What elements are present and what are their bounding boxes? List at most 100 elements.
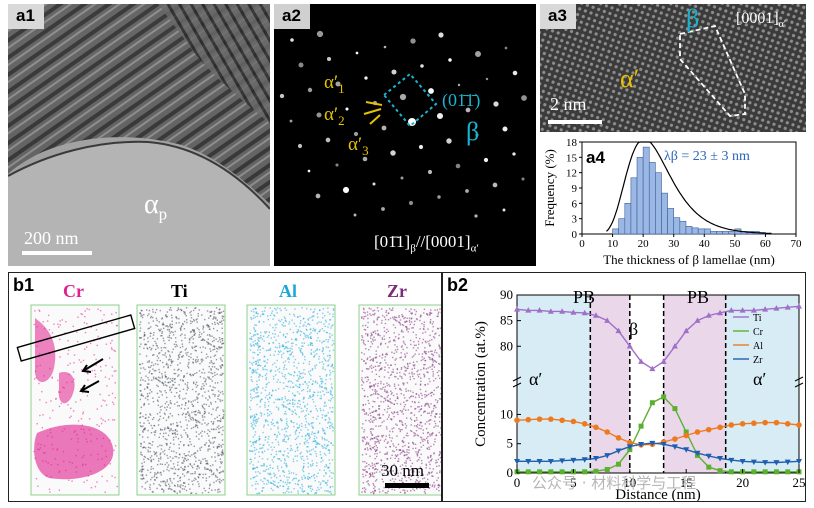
atom-point xyxy=(100,417,102,420)
atom-point xyxy=(157,445,159,448)
atom-point xyxy=(264,331,266,333)
atom-point xyxy=(362,482,365,484)
x-tick-label: 20 xyxy=(736,475,749,490)
atom-point xyxy=(374,393,377,395)
atom-point xyxy=(169,446,171,449)
atom-point xyxy=(307,422,310,425)
atom-point xyxy=(305,420,308,423)
atom-point xyxy=(374,378,376,381)
atom-point xyxy=(370,367,373,369)
atom-point xyxy=(221,390,224,393)
atom-point xyxy=(383,462,386,465)
atom-point xyxy=(198,334,201,336)
atom-point xyxy=(322,428,324,431)
atom-point xyxy=(94,373,97,376)
atom-point xyxy=(212,446,215,448)
diffraction-spot xyxy=(504,46,508,50)
data-point xyxy=(604,429,611,435)
atom-point xyxy=(174,432,176,434)
atom-point xyxy=(260,331,262,334)
atom-point xyxy=(424,488,426,491)
atom-point xyxy=(266,369,268,371)
atom-point xyxy=(269,349,272,351)
atom-point xyxy=(436,371,439,374)
atom-point xyxy=(390,373,393,376)
atom-point xyxy=(172,380,174,382)
atom-point xyxy=(216,469,219,472)
atom-point xyxy=(152,308,154,311)
atom-point xyxy=(434,377,437,380)
atom-point xyxy=(147,395,149,397)
atom-point xyxy=(361,377,363,379)
atom-point xyxy=(377,440,379,443)
atom-point xyxy=(325,471,327,474)
atom-point xyxy=(258,451,260,453)
atom-point xyxy=(196,468,198,470)
atom-point xyxy=(168,381,170,384)
atom-point xyxy=(426,447,428,449)
atom-point xyxy=(161,330,164,333)
atom-point xyxy=(146,387,149,389)
atom-point xyxy=(113,349,115,352)
atom-point xyxy=(204,443,206,446)
atom-point xyxy=(143,338,145,341)
atom-point xyxy=(218,394,220,396)
atom-point xyxy=(151,476,153,479)
atom-point xyxy=(302,362,305,365)
atom-point xyxy=(250,338,253,340)
atom-point xyxy=(439,452,441,454)
atom-point xyxy=(303,462,305,465)
atom-point xyxy=(93,354,95,356)
atom-point xyxy=(262,335,265,338)
histogram-bar xyxy=(710,231,717,235)
atom-point xyxy=(168,339,170,342)
atom-point xyxy=(150,349,152,351)
atom-point xyxy=(156,413,159,415)
atom-point xyxy=(288,321,291,323)
atom-point xyxy=(292,472,295,474)
atom-point xyxy=(180,309,183,312)
atom-point xyxy=(295,325,297,327)
atom-point xyxy=(429,380,431,383)
atom-point xyxy=(259,401,262,403)
atom-point xyxy=(218,446,220,448)
atom-point xyxy=(159,444,161,446)
atom-point xyxy=(384,466,386,468)
atom-point xyxy=(151,361,153,364)
atom-point xyxy=(206,424,208,426)
atom-point xyxy=(439,456,441,459)
atom-point xyxy=(145,474,148,476)
atom-point xyxy=(264,439,266,441)
atom-point xyxy=(385,311,387,313)
atom-point xyxy=(410,343,412,346)
atom-point xyxy=(73,354,76,356)
atom-point xyxy=(409,417,412,419)
atom-point xyxy=(298,370,300,373)
atom-point xyxy=(326,439,328,441)
atom-point xyxy=(405,388,407,390)
atom-point xyxy=(147,446,150,449)
atom-point xyxy=(407,363,409,366)
atom-point xyxy=(178,468,180,470)
atom-point xyxy=(219,458,222,460)
atom-point xyxy=(285,462,287,465)
data-point xyxy=(739,421,746,427)
atom-point xyxy=(430,419,432,421)
atom-point xyxy=(301,425,303,428)
diffraction-spot xyxy=(391,69,397,75)
atom-point xyxy=(262,480,264,483)
atom-point xyxy=(184,485,187,488)
atom-point xyxy=(419,442,422,444)
atom-point xyxy=(411,368,413,370)
atom-point xyxy=(329,400,332,402)
atom-point xyxy=(250,316,252,319)
atom-point xyxy=(309,317,311,319)
atom-point xyxy=(330,365,332,368)
atom-point xyxy=(68,479,70,481)
atom-point xyxy=(415,310,418,313)
atom-point xyxy=(274,474,276,476)
data-point xyxy=(672,406,678,412)
atom-point xyxy=(257,483,259,485)
atom-point xyxy=(433,426,435,428)
alpha-label-left: α′ xyxy=(529,369,543,389)
